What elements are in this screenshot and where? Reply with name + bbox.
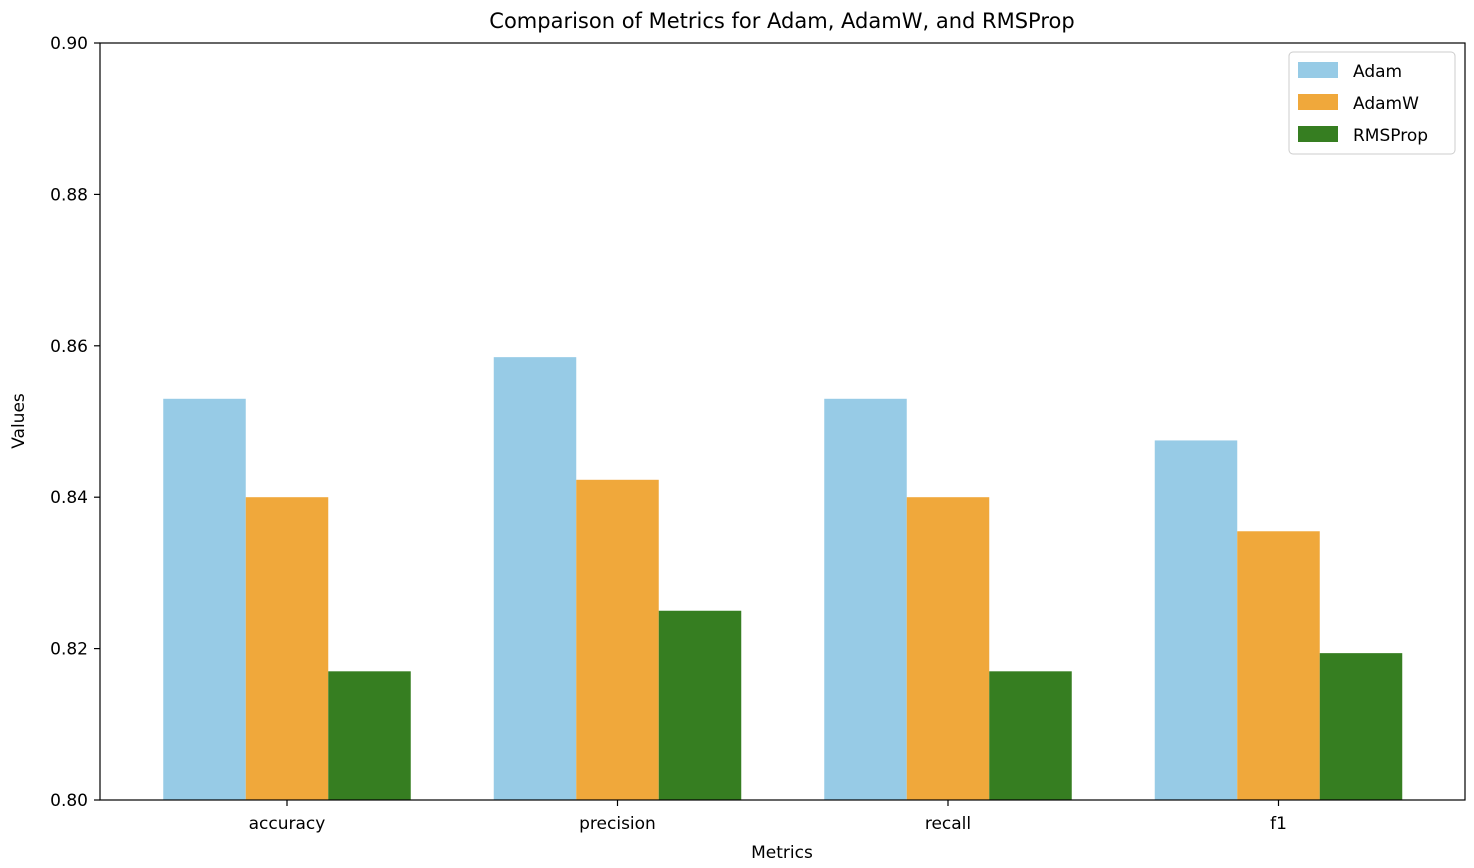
legend-swatch-adamw (1298, 94, 1338, 110)
legend-swatch-adam (1298, 62, 1338, 78)
x-tick-label: accuracy (249, 814, 326, 834)
legend-label-rmsprop: RMSProp (1353, 126, 1428, 146)
bar-adam-recall (824, 398, 907, 800)
bar-rmsprop-recall (989, 671, 1072, 800)
y-tick-label: 0.82 (50, 640, 88, 660)
bar-adamw-precision (576, 479, 659, 800)
y-tick-label: 0.80 (50, 791, 88, 811)
x-tick-label: f1 (1270, 814, 1287, 834)
bar-adamw-recall (906, 497, 990, 800)
x-tick-label: recall (925, 814, 971, 834)
x-axis-label: Metrics (751, 843, 813, 863)
bar-adamw-accuracy (245, 497, 329, 800)
legend-label-adamw: AdamW (1353, 94, 1419, 114)
y-axis: 0.80 0.82 0.84 0.86 0.88 0.90 (50, 34, 100, 811)
bar-rmsprop-precision (658, 610, 742, 800)
x-axis: accuracy precision recall f1 (249, 800, 1287, 834)
y-tick-label: 0.84 (50, 488, 88, 508)
chart-title: Comparison of Metrics for Adam, AdamW, a… (489, 9, 1074, 33)
y-axis-label: Values (9, 393, 29, 449)
bar-adam-precision (493, 357, 577, 800)
bars-group (163, 357, 1403, 800)
bar-rmsprop-f1 (1319, 653, 1403, 800)
y-tick-label: 0.90 (50, 34, 88, 54)
legend-label-adam: Adam (1353, 62, 1402, 82)
bar-rmsprop-accuracy (328, 671, 411, 800)
x-tick-label: precision (579, 814, 656, 834)
plot-frame (99, 42, 1466, 801)
y-tick-label: 0.86 (50, 337, 88, 357)
bar-adam-f1 (1154, 440, 1238, 800)
bar-adam-accuracy (163, 398, 246, 800)
y-tick-label: 0.88 (50, 185, 88, 205)
legend: Adam AdamW RMSProp (1288, 51, 1456, 155)
bar-adamw-f1 (1237, 531, 1320, 800)
legend-swatch-rmsprop (1298, 126, 1338, 142)
